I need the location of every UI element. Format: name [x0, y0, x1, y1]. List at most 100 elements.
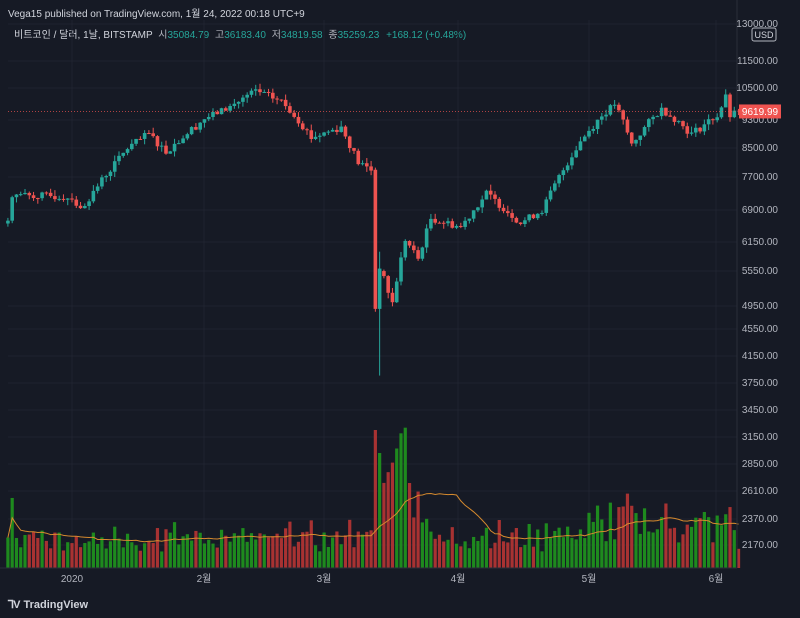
candle-body [177, 143, 181, 145]
volume-bar [258, 533, 262, 568]
volume-bar [506, 542, 510, 568]
volume-bar [642, 508, 647, 568]
volume-bar [326, 546, 330, 568]
volume-bar [420, 522, 424, 568]
tradingview-logo[interactable]: ⅂V TradingView [8, 598, 88, 611]
currency-label: USD [754, 30, 774, 40]
candle-body [668, 115, 672, 117]
candle-body [429, 218, 433, 229]
time-tick-label: 4월 [451, 573, 466, 585]
candle-body [155, 136, 160, 147]
volume-bar [100, 537, 104, 568]
volume-bar [489, 548, 493, 568]
volume-bar [728, 507, 732, 568]
candle-body [604, 114, 608, 117]
candle-body [224, 108, 228, 111]
candle-body [570, 157, 574, 166]
volume-bar [570, 537, 574, 568]
volume-bar [493, 542, 497, 568]
candle-body [206, 116, 211, 120]
volume-bar [53, 532, 57, 568]
candle-body [271, 92, 275, 99]
candle-body [523, 220, 527, 225]
volume-bar [378, 453, 382, 568]
volume-bar [237, 535, 241, 568]
candle-body [31, 195, 36, 199]
candle-body [61, 198, 66, 200]
volume-bar [600, 519, 604, 568]
price-tick-label: 9300.00 [742, 115, 779, 126]
candle-body [382, 271, 386, 277]
volume-bar [117, 538, 121, 568]
volume-bar [14, 537, 19, 568]
price-chart[interactable]: 13000.00 11500.00 10500.00 9300.00 8500.00 77… [0, 0, 800, 590]
candle-body [78, 205, 83, 209]
candle-body [330, 129, 335, 132]
time-tick-label: 5월 [582, 573, 597, 585]
candle-body [617, 104, 621, 111]
candle-body [638, 135, 643, 140]
candle-body [715, 117, 719, 121]
candle-body [612, 104, 617, 106]
candle-body [634, 139, 638, 144]
volume-bar [369, 530, 373, 568]
price-tick-label: 2850.00 [742, 459, 779, 470]
volume-bar [719, 525, 724, 568]
candle-body [134, 138, 138, 144]
price-tick-label: 4150.00 [742, 351, 779, 362]
volume-bar [74, 536, 78, 568]
last-price-label: 9619.99 [742, 107, 779, 118]
candle-body [352, 148, 356, 151]
candle-body [172, 143, 177, 152]
volume-bar [147, 541, 151, 568]
candle-body [275, 98, 279, 100]
candle-body [147, 133, 151, 135]
symbol-legend: 비트코인 / 달러, 1날, BITSTAMP 시35084.79 고36183… [14, 26, 466, 41]
candle-body [591, 129, 596, 131]
time-tick-label: 2월 [197, 573, 212, 585]
volume-bar [194, 530, 198, 568]
volume-bar [172, 522, 177, 568]
candle-body [27, 192, 32, 196]
volume-bar [660, 517, 664, 568]
candle-body [108, 171, 113, 177]
volume-bar [262, 534, 266, 568]
publisher-line: Vega15 published on TradingView.com, 1월 … [8, 9, 305, 20]
volume-bar [446, 539, 450, 568]
candle-body [595, 119, 600, 130]
volume-bar [190, 540, 194, 568]
volume-bar [514, 528, 518, 568]
candle-body [283, 99, 288, 107]
volume-bar [412, 517, 416, 568]
candle-body [702, 124, 707, 132]
candle-body [112, 161, 117, 172]
candle-body [655, 116, 660, 118]
candle-body [587, 130, 591, 137]
candle-body [100, 177, 104, 187]
volume-bar [651, 532, 655, 568]
volume-bar [390, 462, 395, 568]
volume-bar [160, 551, 164, 568]
candle-body [420, 247, 425, 259]
candle-body [335, 129, 339, 132]
symbol-name[interactable]: 비트코인 / 달러, 1날, BITSTAMP [14, 30, 153, 41]
candle-body [292, 112, 296, 117]
high-value: 36183.40 [224, 30, 266, 41]
volume-bar [621, 506, 625, 568]
volume-bar [185, 534, 189, 568]
price-tick-label: 2610.00 [742, 486, 779, 497]
volume-bar [241, 528, 245, 568]
candle-body [236, 101, 241, 104]
candle-body [578, 141, 583, 151]
volume-bar [591, 521, 595, 568]
volume-bar [467, 548, 471, 568]
candle-body [36, 198, 40, 200]
price-tick-label: 8500.00 [742, 143, 779, 154]
volume-bar [425, 518, 429, 568]
candle-body [279, 99, 284, 101]
volume-bar [249, 533, 254, 568]
candle-body [476, 207, 480, 211]
price-tick-label: 3150.00 [742, 432, 779, 443]
candle-body [228, 106, 232, 111]
candle-body [53, 196, 57, 200]
